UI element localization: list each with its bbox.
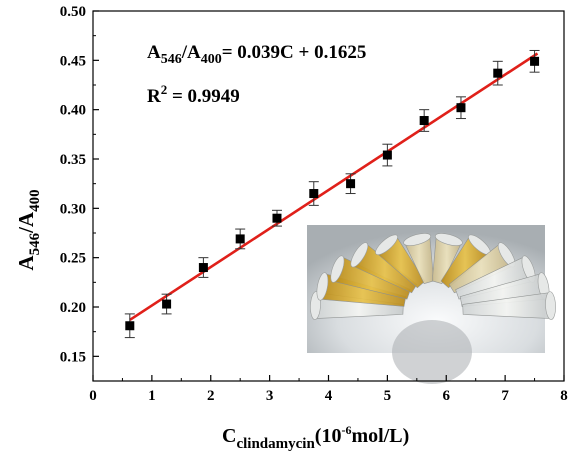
- fit-line: [129, 52, 539, 322]
- data-point: [456, 103, 466, 113]
- x-tick-label: 8: [560, 388, 568, 404]
- y-tick-label: 0.40: [60, 103, 86, 119]
- data-point-group: [419, 109, 430, 132]
- inset-photo-shadow: [392, 320, 472, 384]
- data-point: [382, 150, 392, 160]
- x-tick-label: 0: [89, 388, 97, 404]
- y-tick-label: 0.45: [60, 53, 86, 69]
- y-tick-label: 0.50: [60, 4, 86, 20]
- inset-tube: [375, 234, 426, 289]
- x-tick-label: 3: [266, 388, 274, 404]
- data-point-group: [455, 96, 466, 120]
- inset-tube-cap: [545, 291, 556, 320]
- y-tick-label: 0.30: [60, 201, 86, 217]
- inset-tube-cap: [330, 255, 345, 283]
- data-points-layer: [124, 49, 540, 339]
- inset-tube-cap: [350, 242, 369, 268]
- x-axis-label: Cclindamycin(10-6mol/L): [222, 423, 409, 452]
- data-point-group: [382, 143, 393, 167]
- inset-tube-cap: [375, 234, 398, 255]
- inset-photo-tubes: [307, 225, 556, 384]
- data-point: [162, 299, 172, 309]
- y-tick-label: 0.15: [60, 349, 86, 365]
- data-point: [419, 116, 429, 126]
- inset-tube: [462, 291, 556, 320]
- data-point: [235, 234, 245, 244]
- data-point-group: [161, 293, 172, 315]
- data-point: [309, 189, 319, 199]
- fit-line-layer: [129, 52, 539, 322]
- x-axis: 0 1 2 3 4 5 6 7 8: [89, 375, 568, 404]
- x-tick-label: 5: [384, 388, 392, 404]
- x-tick-label: 4: [325, 388, 333, 404]
- data-point-group: [345, 173, 356, 195]
- y-tick-label: 0.35: [60, 152, 86, 168]
- data-point: [493, 68, 503, 78]
- y-axis: 0.15 0.20 0.25 0.30 0.35 0.40 0.45 0.50: [60, 4, 99, 382]
- inset-tube-cap: [435, 233, 463, 246]
- data-point-group: [529, 49, 540, 73]
- x-tick-label: 6: [443, 388, 451, 404]
- y-tick-label: 0.20: [60, 300, 86, 316]
- inset-tube-cap: [403, 233, 431, 246]
- equation-annotation: A546/A400= 0.039C + 0.1625: [147, 42, 366, 67]
- data-point-group: [492, 60, 503, 86]
- data-point-group: [235, 228, 246, 250]
- inset-tube: [431, 233, 463, 284]
- data-point: [198, 263, 208, 273]
- data-point-group: [308, 181, 319, 206]
- data-point-group: [198, 257, 209, 278]
- x-tick-label: 7: [501, 388, 509, 404]
- inset-tube: [350, 242, 418, 294]
- data-point: [530, 56, 540, 66]
- data-point: [272, 213, 282, 223]
- r-squared-annotation: R2 = 0.9949: [147, 82, 240, 107]
- inset-tube-cap: [316, 272, 329, 301]
- data-point: [346, 179, 356, 189]
- y-axis-label: A546/A400: [14, 189, 43, 270]
- inset-tubes: [310, 233, 556, 320]
- data-point-group: [271, 209, 282, 227]
- data-point: [125, 321, 135, 331]
- inset-tube: [448, 242, 516, 294]
- data-point-group: [124, 313, 135, 339]
- x-tick-label: 2: [207, 388, 215, 404]
- inset-tube: [403, 233, 435, 284]
- y-tick-label: 0.25: [60, 251, 86, 267]
- x-tick-label: 1: [148, 388, 156, 404]
